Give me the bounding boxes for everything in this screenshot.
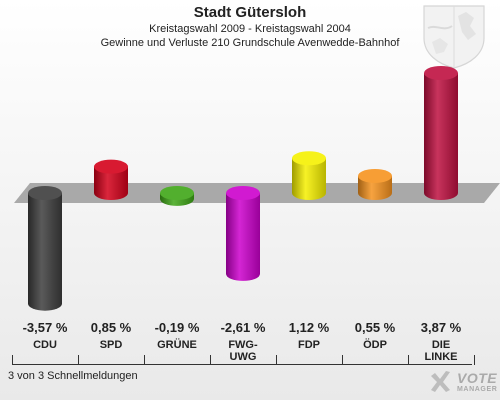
axis-tick bbox=[12, 355, 13, 365]
axis-tick bbox=[342, 355, 343, 365]
category-label-5: FDP bbox=[298, 339, 320, 351]
axis-tick bbox=[474, 355, 475, 365]
chart-subtitle-district: Gewinne und Verluste 210 Grundschule Ave… bbox=[100, 37, 400, 49]
coat-of-arms-icon bbox=[423, 5, 485, 69]
category-label-3: GRÜNE bbox=[157, 339, 197, 351]
axis-tick bbox=[210, 355, 211, 365]
chart-title: Stadt Gütersloh bbox=[193, 4, 307, 21]
value-label-4: -2,61 % bbox=[220, 320, 266, 335]
bar-cdu bbox=[28, 186, 62, 311]
brand-vote: VOTE bbox=[457, 370, 498, 386]
value-label-5: 1,12 % bbox=[288, 320, 330, 335]
value-label-3: -0,19 % bbox=[154, 320, 200, 335]
category-label-7: DIE LINKE bbox=[424, 339, 458, 363]
axis-tick bbox=[408, 355, 409, 365]
axis-tick bbox=[276, 355, 277, 365]
category-label-6: ÖDP bbox=[363, 339, 387, 351]
bar-die-linke bbox=[424, 66, 458, 200]
bar-spd bbox=[94, 159, 128, 200]
value-label-6: 0,55 % bbox=[354, 320, 396, 335]
chart-subtitle-election: Kreistagswahl 2009 - Kreistagswahl 2004 bbox=[149, 23, 351, 35]
bar-fdp bbox=[292, 151, 326, 200]
bar-fwg-uwg bbox=[226, 186, 260, 281]
value-label-1: -3,57 % bbox=[22, 320, 68, 335]
category-label-2: SPD bbox=[99, 339, 123, 351]
category-label-4: FWG- UWG bbox=[228, 339, 258, 363]
axis-tick bbox=[144, 355, 145, 365]
value-label-2: 0,85 % bbox=[90, 320, 132, 335]
brand-manager: MANAGER bbox=[457, 386, 498, 393]
bar-ödp bbox=[358, 168, 392, 200]
checkmark-x-icon bbox=[431, 371, 450, 392]
report-status: 3 von 3 Schnellmeldungen bbox=[8, 370, 138, 382]
category-label-1: CDU bbox=[33, 339, 57, 351]
bar-grüne bbox=[160, 186, 194, 206]
axis-tick bbox=[78, 355, 79, 365]
category-axis-line bbox=[12, 364, 472, 365]
vote-manager-logo: VOTE MANAGER bbox=[427, 368, 497, 398]
value-label-7: 3,87 % bbox=[420, 320, 462, 335]
